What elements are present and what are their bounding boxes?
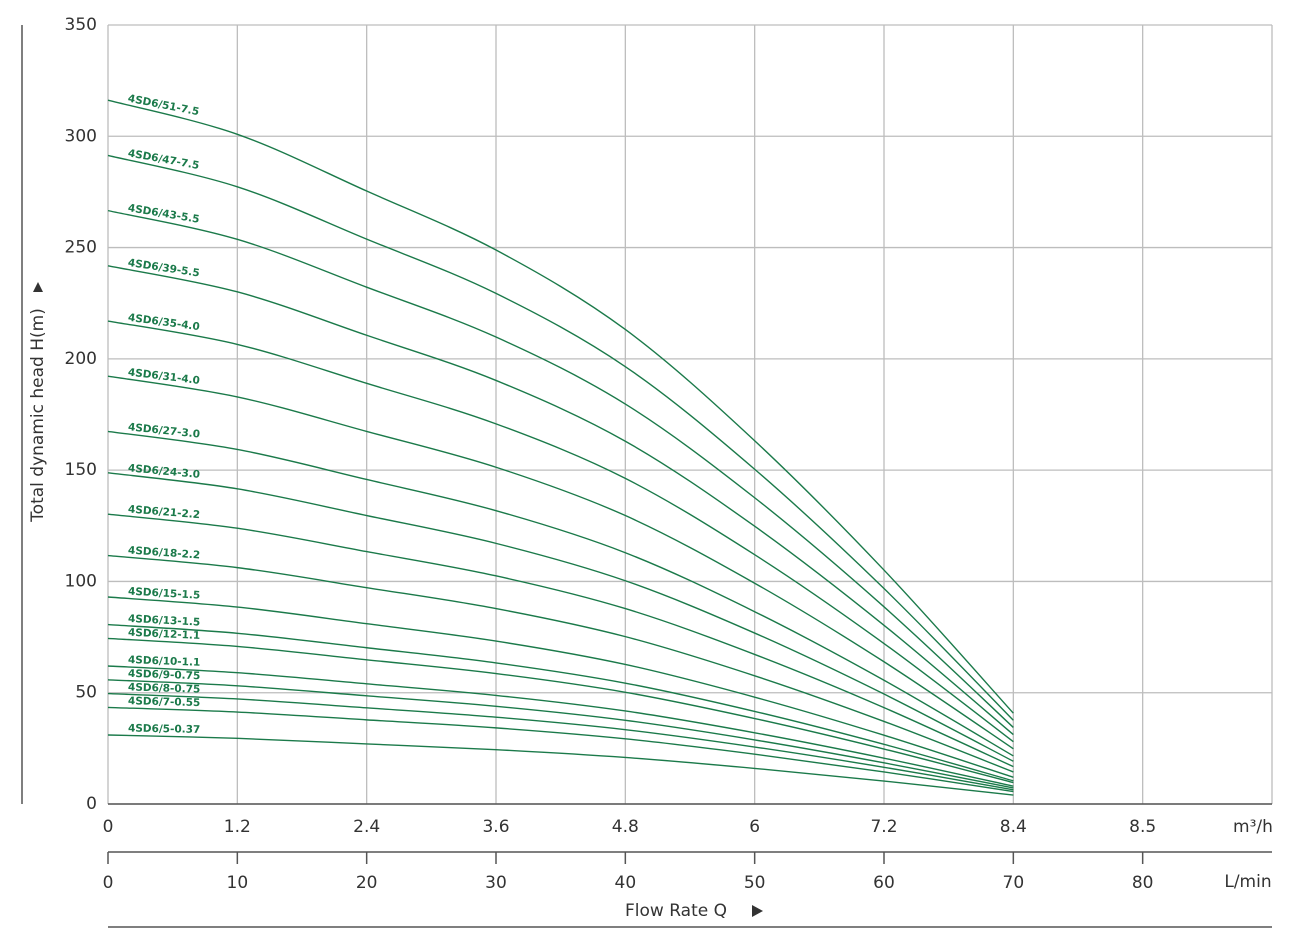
- x2-tick-label: 7.2: [870, 817, 897, 837]
- pump-curve: [107, 430, 1014, 757]
- y-tick-label: 200: [65, 349, 97, 369]
- x2-tick-label: 8.5: [1129, 817, 1156, 837]
- curve-label: 4SD6/24-3.0: [127, 462, 200, 481]
- pump-curve: [107, 665, 1014, 787]
- pump-curve: [107, 637, 1014, 784]
- y-tick-label: 50: [75, 683, 97, 703]
- x-tick-label: 10: [227, 873, 249, 893]
- pump-curve: [107, 99, 1014, 714]
- x-tick-label: 30: [485, 873, 507, 893]
- y-tick-label: 100: [65, 571, 97, 591]
- pump-curve: [107, 320, 1014, 743]
- curve-label: 4SD6/15-1.5: [128, 586, 201, 602]
- x2-tick-label: 8.4: [1000, 817, 1027, 837]
- curve-label: 4SD6/10-1.1: [128, 654, 201, 669]
- x2-tick-label: 3.6: [482, 817, 509, 837]
- curve-label: 4SD6/51-7.5: [127, 93, 200, 119]
- pump-curve: [107, 734, 1014, 796]
- x2-tick-label: 6: [749, 817, 760, 837]
- y-arrow: [33, 282, 43, 292]
- curve-label: 4SD6/5-0.37: [128, 723, 201, 736]
- curve-label: 4SD6/27-3.0: [127, 421, 200, 440]
- x2-unit: m³/h: [1233, 817, 1273, 837]
- pump-curve: [107, 375, 1014, 750]
- x-tick-label: 60: [873, 873, 895, 893]
- pump-curve: [107, 513, 1014, 768]
- curve-label: 4SD6/13-1.5: [128, 613, 201, 629]
- curve-label: 4SD6/12-1.1: [128, 627, 201, 642]
- x-tick-label: 40: [615, 873, 637, 893]
- x-tick-label: 70: [1003, 873, 1025, 893]
- pump-curve: [107, 679, 1014, 789]
- x-arrow: [752, 905, 763, 917]
- pump-curve: [107, 692, 1014, 791]
- y-tick-label: 150: [65, 460, 97, 480]
- y-tick-label: 250: [65, 238, 97, 258]
- pump-curve: [107, 472, 1014, 762]
- x-tick-label: 0: [103, 873, 114, 893]
- x-axis-label: Flow Rate Q: [625, 901, 727, 921]
- curve-label: 4SD6/18-2.2: [128, 544, 201, 561]
- y-tick-label: 300: [65, 126, 97, 146]
- x2-tick-label: 1.2: [224, 817, 251, 837]
- x-tick-label: 20: [356, 873, 378, 893]
- pump-curve: [107, 706, 1014, 793]
- x2-tick-label: 2.4: [353, 817, 380, 837]
- x-tick-label: 50: [744, 873, 766, 893]
- y-tick-label: 0: [86, 794, 97, 814]
- curve-label: 4SD6/21-2.2: [128, 503, 201, 521]
- pump-curve: [107, 154, 1014, 721]
- curve-label: 4SD6/8-0.75: [128, 681, 201, 695]
- x-unit: L/min: [1224, 872, 1271, 892]
- x2-tick-label: 0: [103, 817, 114, 837]
- y-axis-label: Total dynamic head H(m): [28, 308, 48, 523]
- pump-curve: [107, 554, 1014, 773]
- pump-curve: [107, 623, 1014, 782]
- pump-curve: [107, 596, 1014, 778]
- pump-curve: [107, 209, 1014, 728]
- curve-label: 4SD6/9-0.75: [128, 668, 201, 683]
- x2-tick-label: 4.8: [612, 817, 639, 837]
- y-tick-label: 350: [65, 15, 97, 35]
- x-tick-label: 80: [1132, 873, 1154, 893]
- curve-label: 4SD6/7-0.55: [128, 695, 201, 709]
- pump-curve: [107, 265, 1014, 736]
